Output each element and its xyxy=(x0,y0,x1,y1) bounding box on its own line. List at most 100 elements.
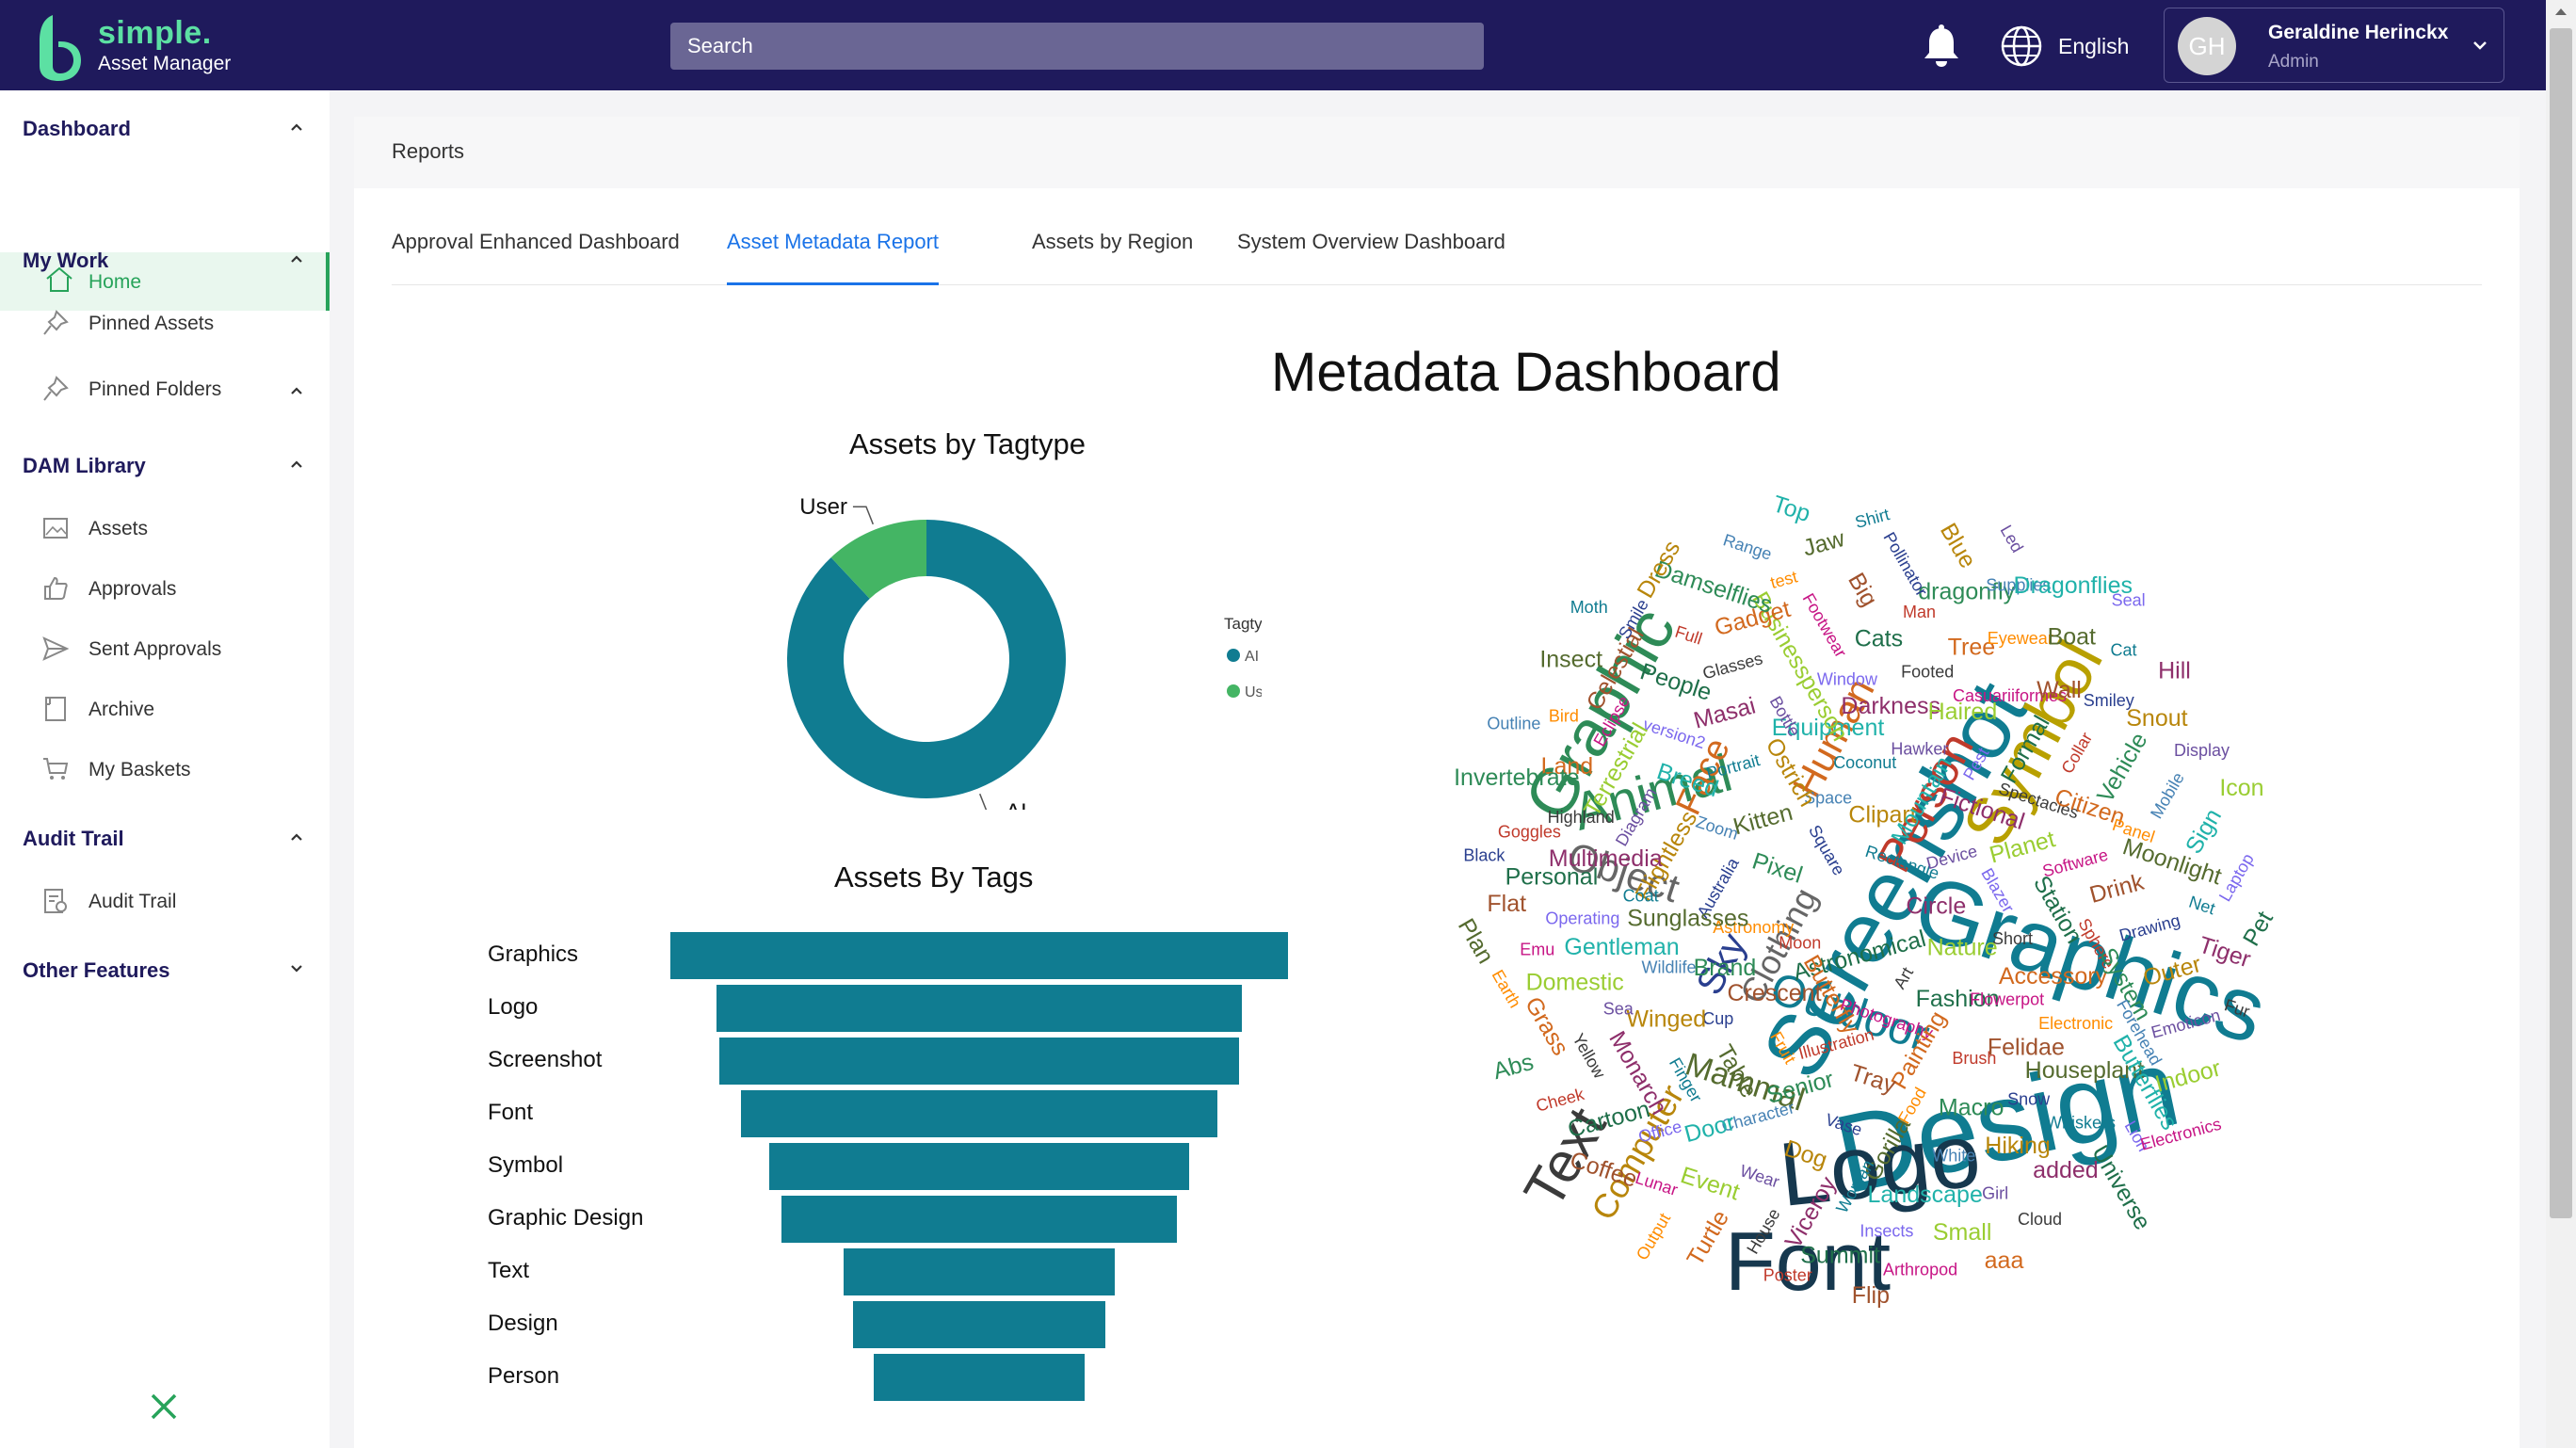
word-cloud-term: dragonfly xyxy=(1918,578,2015,604)
sidebar-item-pinned-folders[interactable]: Pinned Folders xyxy=(41,371,324,409)
search-bar[interactable] xyxy=(670,23,1484,70)
word-cloud-term: Sea xyxy=(1603,999,1634,1018)
word-cloud-term: aaa xyxy=(1985,1247,2024,1274)
word-cloud-term: Bird xyxy=(1549,706,1579,725)
close-icon[interactable] xyxy=(147,1390,181,1424)
search-input[interactable] xyxy=(670,23,1484,70)
word-cloud-term: Whiskers xyxy=(2046,1113,2116,1132)
word-cloud-term: Big xyxy=(1843,569,1882,611)
language-selector[interactable]: English xyxy=(1996,21,2137,72)
tab-asset-metadata-report[interactable]: Asset Metadata Report xyxy=(727,230,940,285)
sidebar-section-dam-library[interactable]: DAM Library xyxy=(23,454,146,477)
tab-system-overview-dashboard[interactable]: System Overview Dashboard xyxy=(1237,230,1505,253)
word-cloud-term: Flip xyxy=(1852,1282,1890,1309)
word-cloud-term: Gentleman xyxy=(1564,934,1679,960)
tab-approval-enhanced-dashboard[interactable]: Approval Enhanced Dashboard xyxy=(392,230,680,253)
chevron-up-icon[interactable] xyxy=(288,250,305,267)
funnel-bar[interactable] xyxy=(741,1090,1217,1137)
word-cloud-term: Summit xyxy=(1800,1243,1880,1269)
word-cloud-term: Wall xyxy=(2037,677,2082,703)
sidebar-item-assets[interactable]: Assets xyxy=(41,510,324,548)
word-cloud-term: Felidae xyxy=(1988,1035,2065,1061)
audit-icon xyxy=(44,889,67,913)
chevron-up-icon[interactable] xyxy=(288,456,305,473)
funnel-bar[interactable] xyxy=(768,1143,1190,1190)
word-cloud-term: Circle xyxy=(1906,893,1966,919)
sidebar-section-audit-trail[interactable]: Audit Trail xyxy=(23,827,124,850)
funnel-bar[interactable] xyxy=(843,1248,1116,1295)
archive-icon xyxy=(45,697,66,721)
word-cloud-term: Moon xyxy=(1779,933,1821,952)
word-cloud-term: Plan xyxy=(1453,914,1499,968)
brand-title: simple. xyxy=(98,15,212,51)
word-cloud-term: Top xyxy=(1769,491,1813,527)
report-tabs: Approval Enhanced Dashboard Asset Metada… xyxy=(392,230,2482,285)
funnel-category-label: Font xyxy=(488,1100,534,1125)
thumbs-up-icon xyxy=(44,576,68,600)
funnel-category-label: Screenshot xyxy=(488,1047,603,1072)
word-cloud-term: Arthropod xyxy=(1883,1260,1957,1279)
word-cloud-term: Crescent xyxy=(1727,980,1821,1006)
word-cloud-term: Tree xyxy=(1948,634,1995,660)
notification-bell-icon[interactable] xyxy=(1917,23,1966,72)
sidebar-item-audit-trail[interactable]: Audit Trail xyxy=(41,883,324,921)
donut-slice-ai[interactable] xyxy=(787,520,1066,798)
send-icon xyxy=(42,636,70,661)
chevron-up-icon[interactable] xyxy=(288,382,305,399)
word-cloud-term: Vehicle xyxy=(2092,728,2153,807)
funnel-category-label: Graphics xyxy=(488,941,579,967)
legend-label: AI xyxy=(1245,649,1259,665)
word-cloud-term: Landscape xyxy=(1868,1182,1983,1208)
user-menu[interactable]: GH Geraldine Herinckx Admin xyxy=(2164,8,2504,83)
brand-logo[interactable]: simple. Asset Manager xyxy=(34,9,232,83)
sidebar-section-dashboard[interactable]: Dashboard xyxy=(23,117,131,140)
sidebar-item-archive[interactable]: Archive xyxy=(41,691,324,729)
chevron-down-icon xyxy=(2473,41,2487,50)
word-cloud-term: Coat xyxy=(1623,887,1659,906)
word-cloud-term: added xyxy=(2033,1157,2099,1183)
word-cloud-term: Blue xyxy=(1935,519,1981,572)
sidebar-section-my-work[interactable]: My Work xyxy=(23,249,109,272)
word-cloud-term: Multimedia xyxy=(1549,845,1663,872)
word-cloud-term: Clipart xyxy=(1848,801,1916,828)
funnel-bar[interactable] xyxy=(670,932,1288,979)
scrollbar-thumb[interactable] xyxy=(2550,28,2572,1218)
page-scrollbar[interactable] xyxy=(2546,0,2576,1448)
chevron-down-icon[interactable] xyxy=(288,960,305,977)
word-cloud-term: Sign xyxy=(2181,804,2227,858)
word-cloud-term: Domestic xyxy=(1526,969,1624,995)
funnel-bar[interactable] xyxy=(781,1196,1177,1243)
sidebar-item-home[interactable]: Home xyxy=(0,252,330,311)
tab-assets-by-region[interactable]: Assets by Region xyxy=(1032,230,1194,253)
word-cloud-term: Highland xyxy=(1548,808,1615,827)
word-cloud-term: Mobile xyxy=(2147,769,2188,822)
sidebar-item-label: Approvals xyxy=(89,578,177,600)
sidebar-item-sent-approvals[interactable]: Sent Approvals xyxy=(41,631,324,668)
sidebar-section-other-features[interactable]: Other Features xyxy=(23,958,170,982)
sidebar-item-label: Sent Approvals xyxy=(89,638,222,660)
word-cloud-term: Kitten xyxy=(1731,799,1795,841)
word-cloud-term: Output xyxy=(1633,1210,1674,1263)
image-icon xyxy=(43,518,68,539)
scroll-up-icon[interactable] xyxy=(2553,6,2568,17)
donut-chart: AI User Tagtype AI User xyxy=(787,494,1262,810)
funnel-bar[interactable] xyxy=(716,985,1242,1032)
legend-swatch xyxy=(1227,649,1240,662)
funnel-bar[interactable] xyxy=(874,1354,1085,1401)
funnel-bar[interactable] xyxy=(852,1301,1106,1348)
funnel-bar[interactable] xyxy=(719,1038,1239,1085)
word-cloud-term: Supplies xyxy=(1986,576,2051,595)
chevron-up-icon[interactable] xyxy=(288,119,305,136)
chevron-up-icon[interactable] xyxy=(288,829,305,845)
sidebar-item-approvals[interactable]: Approvals xyxy=(41,571,324,608)
top-bar: simple. Asset Manager English GH Geraldi… xyxy=(0,0,2576,90)
donut-slice-user[interactable] xyxy=(830,520,926,599)
word-cloud-term: Operating xyxy=(1545,909,1619,928)
pin-icon xyxy=(43,310,69,335)
sidebar-item-my-baskets[interactable]: My Baskets xyxy=(41,751,324,789)
word-cloud-term: Window xyxy=(1817,670,1878,689)
word-cloud-term: Logo xyxy=(1775,1104,1986,1226)
sidebar-item-pinned-assets[interactable]: Pinned Assets xyxy=(41,305,324,343)
word-cloud-term: Hill xyxy=(2158,657,2191,684)
slice-leader-line xyxy=(978,793,988,810)
